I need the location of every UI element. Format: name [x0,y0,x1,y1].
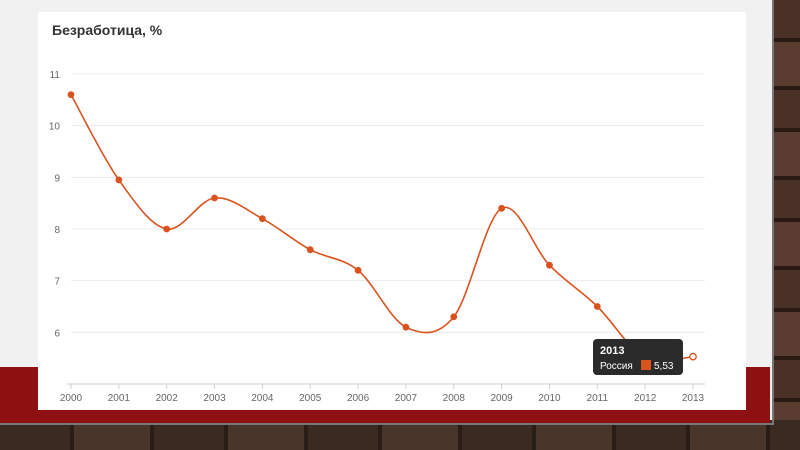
tooltip-year: 2013 [600,345,624,357]
y-tick-label: 7 [54,277,60,288]
x-tick-label: 2010 [538,393,561,404]
tooltip-value: 5,53 [654,361,674,372]
line-chart: 6 7 8 9 10 11 2000 2001 2002 2003 2004 2005 2006 2007… [49,70,705,404]
frame-line-right [772,0,774,425]
data-point [306,246,314,254]
x-tick-label: 2002 [156,393,179,404]
x-tick-label: 2006 [347,393,370,404]
x-tick-label: 2000 [60,393,83,404]
x-tick-label: 2003 [203,393,226,404]
data-point [211,194,218,202]
x-tick-label: 2013 [682,393,705,404]
data-point [115,176,123,184]
x-tick-label: 2005 [299,393,322,404]
x-tick-label: 2004 [251,393,274,404]
x-tick-label: 2011 [587,393,609,404]
x-tick-label: 2012 [634,393,657,404]
data-point [593,303,601,310]
data-point [402,323,410,331]
data-point [498,204,506,212]
chart-panel: Безработица, % 6 7 8 9 10 11 2000 2001 2002 2003 2… [38,12,746,410]
x-tick-label: 2008 [443,393,466,404]
x-tick-label: 2001 [108,393,131,404]
data-tooltip: 2013 Россия 5,53 [593,339,683,375]
data-point [163,225,171,233]
y-tick-label: 8 [54,225,60,236]
brick-background-bottom [0,420,800,450]
chart-title: Безработица, % [52,22,163,38]
data-point [546,261,553,269]
tooltip-series-name: Россия [600,361,633,372]
data-point [258,215,266,223]
brick-background-right [772,0,800,450]
frame-line-bottom [0,423,774,425]
y-tick-label: 9 [54,173,60,184]
y-tick-label: 11 [50,70,61,81]
data-point [354,266,362,274]
y-tick-label: 10 [49,122,61,133]
tooltip-box [593,339,683,375]
data-point [67,91,75,99]
data-point [450,313,458,321]
x-tick-label: 2007 [395,393,418,404]
x-tick-label: 2009 [490,393,513,404]
y-tick-label: 6 [54,328,60,339]
tooltip-swatch [641,360,651,370]
data-point [689,352,697,361]
